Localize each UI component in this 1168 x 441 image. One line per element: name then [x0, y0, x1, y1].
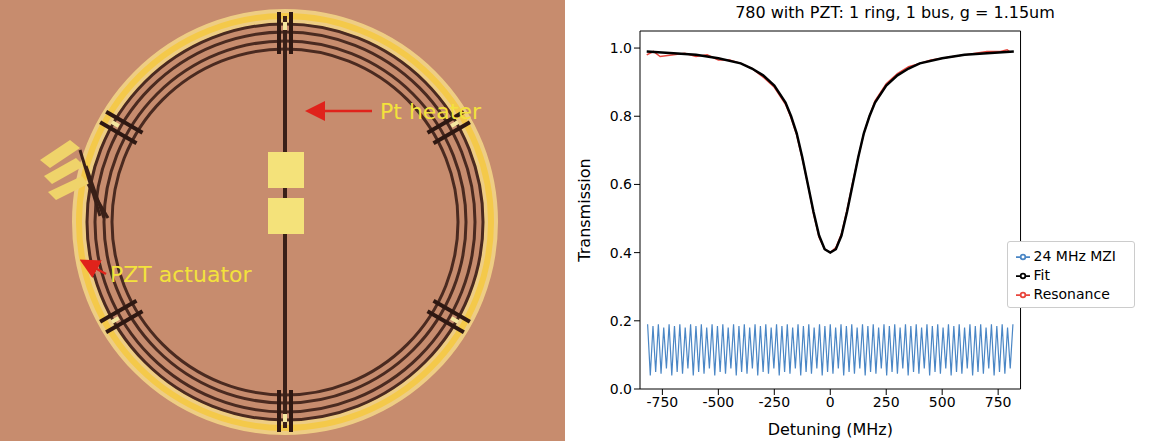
svg-text:750: 750 — [985, 394, 1012, 410]
svg-text:Pt heater: Pt heater — [380, 99, 482, 124]
svg-text:0.4: 0.4 — [610, 245, 632, 261]
svg-text:0: 0 — [826, 394, 835, 410]
svg-text:500: 500 — [929, 394, 956, 410]
svg-text:0.6: 0.6 — [610, 176, 632, 192]
svg-text:250: 250 — [873, 394, 900, 410]
html-text:Fit: Fit — [1033, 267, 1050, 283]
html-text:Resonance: Resonance — [1033, 286, 1110, 302]
svg-text:0.2: 0.2 — [610, 313, 632, 329]
svg-text:Transmission: Transmission — [575, 158, 594, 262]
html-text:24 MHz MZI: 24 MHz MZI — [1033, 248, 1116, 264]
svg-text:0.0: 0.0 — [610, 381, 632, 397]
svg-text:1.0: 1.0 — [610, 40, 632, 56]
svg-text:-750: -750 — [646, 394, 678, 410]
svg-text:-500: -500 — [702, 394, 734, 410]
svg-text:Detuning (MHz): Detuning (MHz) — [768, 420, 893, 439]
svg-text:PZT actuator: PZT actuator — [110, 262, 252, 287]
html-text:780 with PZT: 1 ring, 1 bus, g: 780 with PZT: 1 ring, 1 bus, g = 1.15um — [735, 3, 1055, 22]
svg-text:0.8: 0.8 — [610, 108, 632, 124]
svg-text:-250: -250 — [758, 394, 790, 410]
